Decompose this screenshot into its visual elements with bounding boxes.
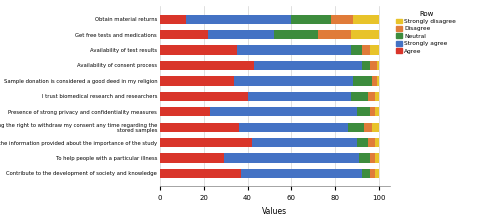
Bar <box>160 92 248 101</box>
Bar <box>248 92 350 101</box>
Bar <box>274 30 318 39</box>
Bar <box>208 30 274 39</box>
Bar <box>239 122 348 132</box>
Bar <box>357 107 370 116</box>
Bar <box>374 107 379 116</box>
Bar <box>331 15 353 24</box>
Bar <box>186 15 292 24</box>
Bar <box>368 138 374 147</box>
Bar <box>234 76 353 86</box>
Bar <box>252 138 357 147</box>
Bar <box>368 92 374 101</box>
Bar <box>160 153 224 163</box>
Bar <box>370 169 374 178</box>
Bar <box>224 153 360 163</box>
Bar <box>210 107 357 116</box>
Bar <box>377 61 379 70</box>
Bar <box>241 169 362 178</box>
Bar <box>377 76 379 86</box>
Legend: Strongly disagree, Disagree, Neutral, Strongly agree, Agree: Strongly disagree, Disagree, Neutral, St… <box>395 9 457 55</box>
Bar <box>370 45 379 55</box>
Bar <box>350 92 368 101</box>
Bar <box>362 169 370 178</box>
Bar <box>353 15 379 24</box>
Bar <box>364 122 372 132</box>
Bar <box>318 30 350 39</box>
Bar <box>160 107 210 116</box>
Bar <box>374 138 379 147</box>
Bar <box>362 61 370 70</box>
Bar <box>160 138 252 147</box>
Bar <box>360 153 370 163</box>
Bar <box>160 76 234 86</box>
Bar <box>348 122 364 132</box>
Bar <box>372 76 377 86</box>
Bar <box>350 30 379 39</box>
Bar <box>236 45 350 55</box>
Bar <box>374 92 379 101</box>
Bar <box>357 138 368 147</box>
Bar <box>370 153 374 163</box>
Bar <box>372 122 379 132</box>
Bar <box>370 107 374 116</box>
Bar <box>362 45 370 55</box>
Bar <box>374 169 379 178</box>
Bar <box>254 61 362 70</box>
Bar <box>160 122 239 132</box>
Bar <box>374 153 379 163</box>
Bar <box>160 15 186 24</box>
Bar <box>160 61 254 70</box>
Bar <box>353 76 372 86</box>
X-axis label: Values: Values <box>262 207 287 214</box>
Bar <box>160 30 208 39</box>
Bar <box>370 61 377 70</box>
Bar <box>160 169 241 178</box>
Bar <box>292 15 331 24</box>
Bar <box>350 45 362 55</box>
Bar <box>160 45 236 55</box>
